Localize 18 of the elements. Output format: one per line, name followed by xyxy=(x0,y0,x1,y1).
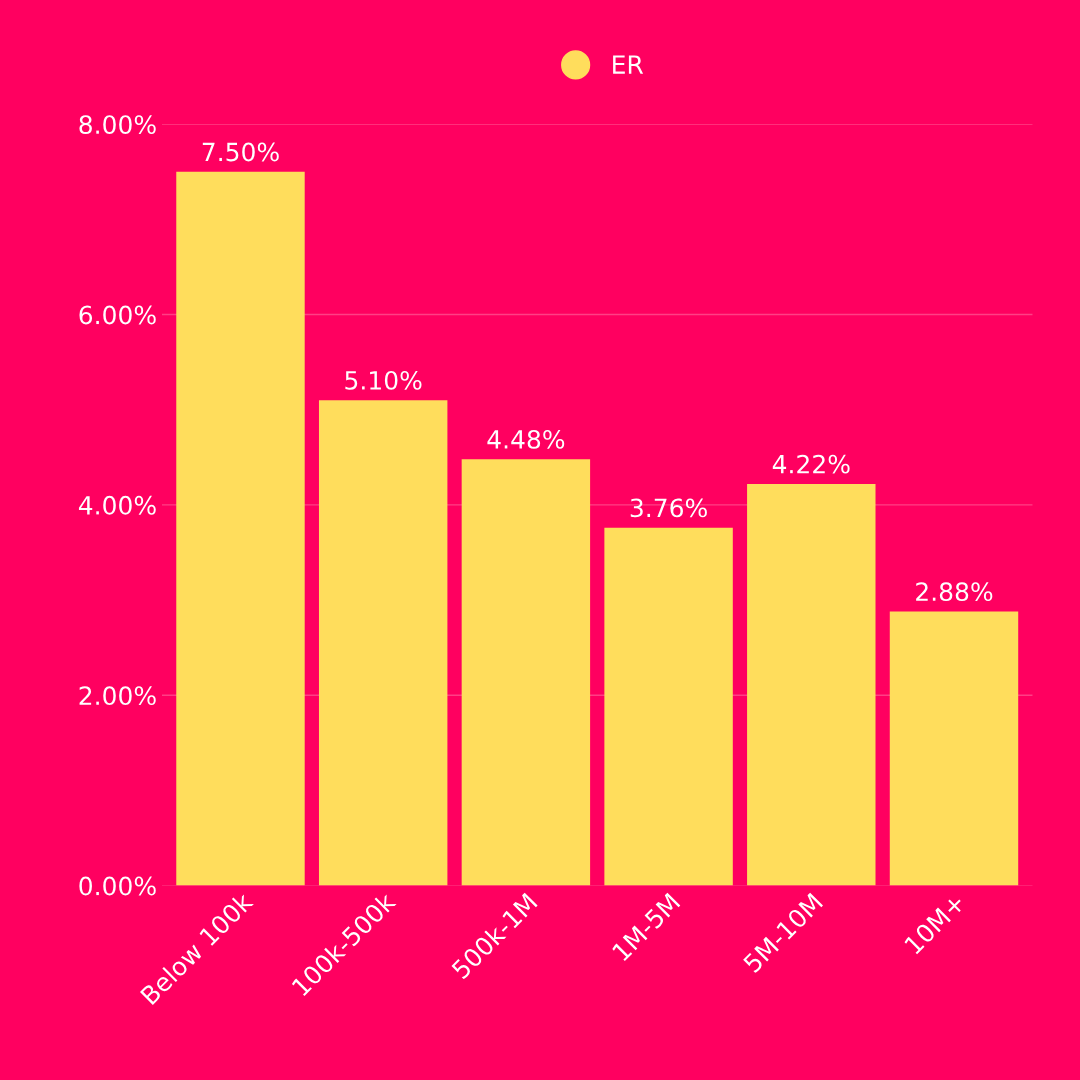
text: 4.22% xyxy=(772,454,850,474)
y-tick-label: 8.00% xyxy=(79,115,156,135)
bar xyxy=(889,611,1019,886)
y-tick-label: 0.00% xyxy=(79,876,156,896)
text: 4.48% xyxy=(487,429,565,449)
bar xyxy=(747,483,876,886)
bar xyxy=(318,400,448,886)
text: 7.50% xyxy=(202,142,279,162)
legend-label: ER xyxy=(613,55,644,74)
text: 5.10% xyxy=(345,370,422,390)
text: 3.76% xyxy=(630,498,707,518)
y-tick-label: 2.00% xyxy=(79,686,156,706)
y-tick-label: 4.00% xyxy=(78,495,156,515)
bar xyxy=(461,459,591,886)
text: 2.88% xyxy=(916,582,993,602)
y-tick-label: 6.00% xyxy=(79,305,156,325)
bar xyxy=(176,171,305,886)
bar xyxy=(604,527,733,886)
